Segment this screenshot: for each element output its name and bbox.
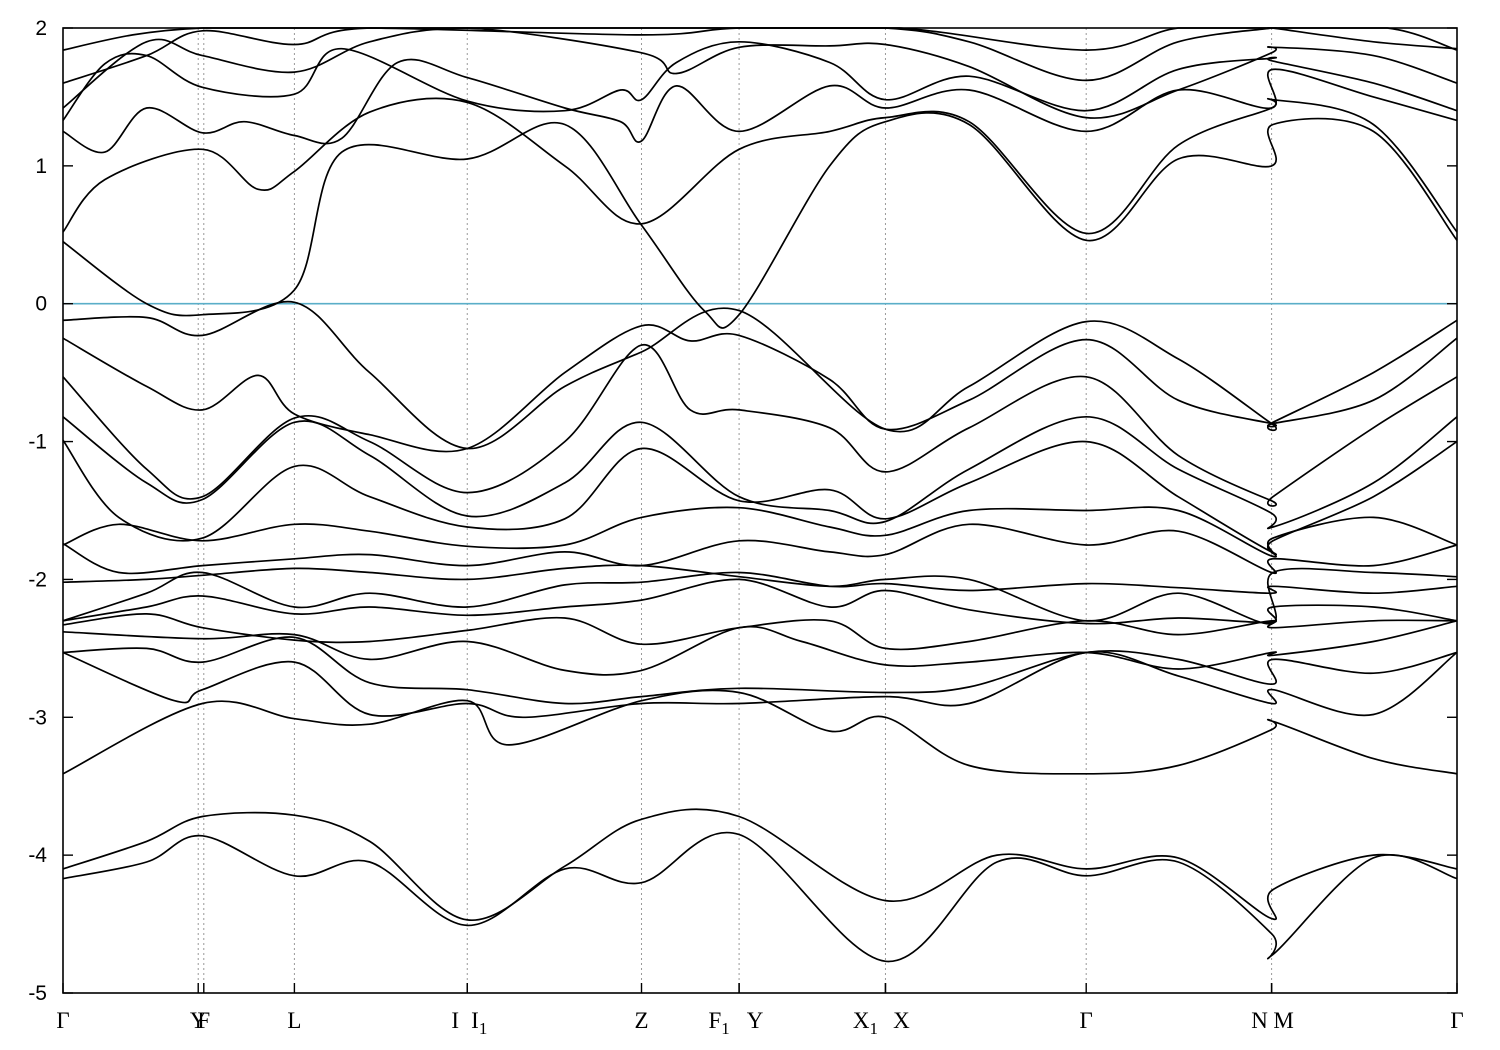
y-tick-label: -5 (28, 982, 47, 1005)
band-line-5 (62, 636, 1458, 705)
x-tick-label: Γ (1080, 1008, 1093, 1033)
x-tick-label: Y (190, 1008, 207, 1033)
band-line-11 (62, 523, 1458, 575)
band-line-17 (62, 300, 1458, 450)
band-line-9 (62, 571, 1458, 622)
y-axis: 2 1 0 -1 -2 -3 -4 -5 (28, 17, 1457, 1005)
x-tick-label: X1 (853, 1008, 878, 1038)
y-tick-label: -2 (28, 568, 47, 591)
band-line-2 (62, 808, 1458, 921)
x-tick-label: I (451, 1008, 459, 1033)
band-line-18 (62, 112, 1458, 329)
x-tick-label: X (893, 1008, 910, 1033)
band-line-22 (62, 27, 1458, 119)
x-tick-label: N (1251, 1008, 1268, 1033)
band-line-19 (62, 97, 1458, 235)
plot-frame (62, 27, 1458, 994)
x-tick-label: M (1273, 1008, 1293, 1033)
band-line-14 (62, 415, 1458, 530)
band-line-20 (62, 58, 1458, 154)
x-tick-label: I1 (471, 1008, 487, 1038)
y-tick-label: -4 (28, 844, 47, 867)
x-tick-label: Γ (1450, 1008, 1463, 1033)
y-tick-label: -1 (28, 431, 47, 454)
band-line-4 (62, 650, 1458, 719)
band-line-21 (62, 40, 1458, 121)
band-line-3 (62, 689, 1458, 775)
x-tick-label: Y (747, 1008, 764, 1033)
band-line-13 (62, 439, 1458, 556)
band-line-1 (62, 831, 1458, 963)
x-tick-label: F1 (708, 1008, 729, 1038)
band-line-6 (62, 619, 1458, 676)
band-line-12 (62, 506, 1458, 558)
band-line-23 (62, 27, 1458, 84)
band-line-7 (62, 613, 1458, 651)
y-tick-label: 1 (35, 155, 47, 178)
y-tick-label: 0 (35, 293, 47, 316)
band-lines (62, 27, 1458, 963)
y-tick-label: 2 (35, 17, 47, 40)
kpoint-gridlines (197, 28, 1273, 993)
x-tick-label: L (287, 1008, 301, 1033)
band-line-15 (62, 344, 1458, 507)
x-axis: Γ YF L I I1 Z F1 Y X1 X Γ N M Γ (56, 983, 1464, 1038)
x-tick-label: Γ (56, 1008, 69, 1033)
x-tick-label: F (197, 1008, 210, 1033)
x-tick-label: Z (634, 1008, 648, 1033)
band-line-10 (62, 564, 1458, 625)
y-tick-label: -3 (28, 706, 47, 729)
